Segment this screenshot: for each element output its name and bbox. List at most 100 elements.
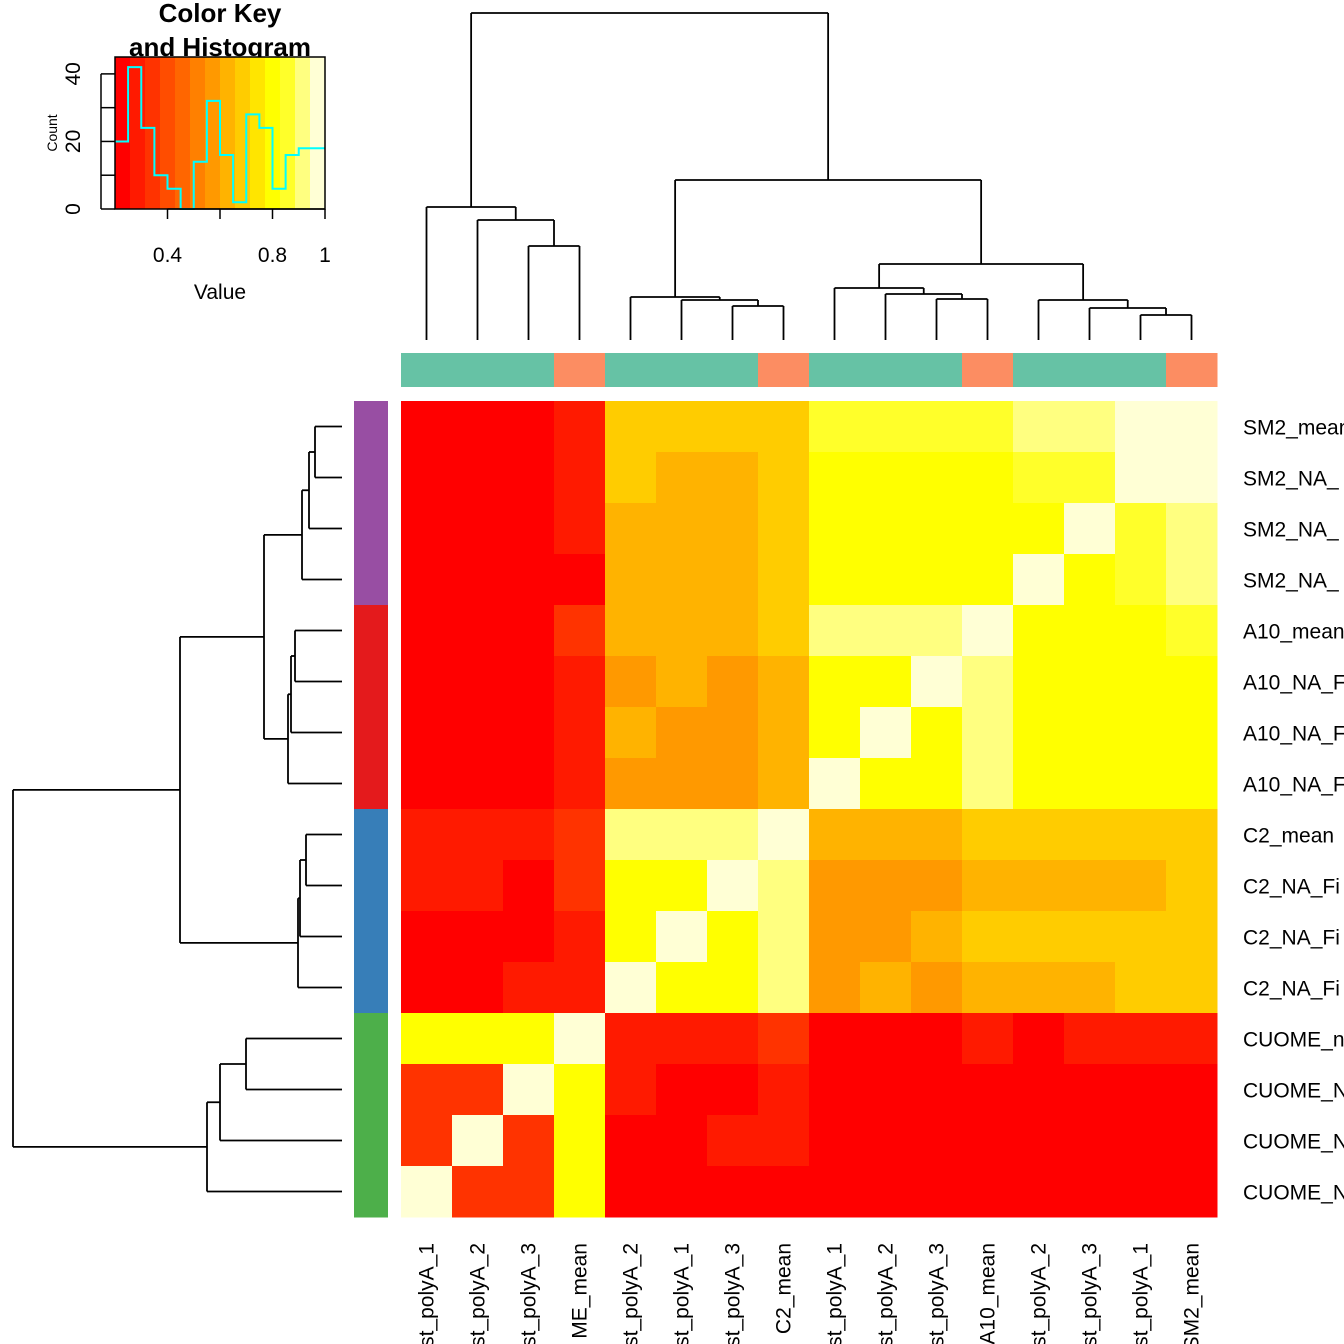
heatmap-cell [860,554,912,606]
row-label: C2_mean [1243,825,1334,848]
color-key: Color Key and Histogram 0.4 0.8 1 Value … [44,0,331,304]
heatmap-cell [1013,503,1065,555]
heatmap-cell [605,911,657,963]
heatmap-cell [962,656,1014,708]
heatmap-cell [962,707,1014,759]
heatmap-cell [503,962,555,1014]
color-key-swatch [235,57,251,209]
row-dendrogram [12,425,342,1193]
heatmap-cell [656,1013,708,1065]
color-key-swatch [220,57,236,209]
heatmap-cell [1115,554,1167,606]
heatmap-cell [707,1013,759,1065]
heatmap-cell [911,401,963,453]
heatmap-cell [1115,1064,1167,1116]
heatmap-cell [707,1166,759,1218]
row-side-color [354,911,388,963]
heatmap-cell [605,1064,657,1116]
heatmap-cell [452,758,504,810]
heatmap-cell [758,1013,810,1065]
heatmap-cell [452,1013,504,1065]
heatmap-cell [656,452,708,504]
column-label: st_polyA_1 [416,1243,439,1344]
heatmap-cell [809,401,861,453]
column-label: ME_mean [569,1243,592,1339]
heatmap-cell [452,452,504,504]
heatmap-cell [962,809,1014,861]
heatmap-cell [758,860,810,912]
column-side-color [452,353,504,387]
column-label: st_polyA_3 [518,1243,541,1344]
heatmap-cell [1166,605,1218,657]
heatmap-cell [1064,860,1116,912]
heatmap-cell [554,707,606,759]
heatmap-cell [707,401,759,453]
heatmap-cell [962,860,1014,912]
column-side-color [605,353,657,387]
heatmap-cell [758,656,810,708]
heatmap-cell [554,401,606,453]
row-label: SM2_NA_ [1243,468,1339,491]
heatmap-cell [503,860,555,912]
heatmap-cell [1166,911,1218,963]
heatmap-cell [605,1013,657,1065]
heatmap-cell [707,962,759,1014]
heatmap-cell [1166,554,1218,606]
column-side-color [1166,353,1218,387]
heatmap-cell [554,1166,606,1218]
heatmap-cell [401,758,453,810]
heatmap-cell [860,1166,912,1218]
column-label: st_polyA_2 [467,1243,490,1344]
heatmap-cell [758,1166,810,1218]
heatmap-cell [503,809,555,861]
heatmap-cell [707,758,759,810]
heatmap-cell [809,809,861,861]
heatmap-cell [1166,503,1218,555]
heatmap-cells [401,401,1218,1218]
heatmap-cell [758,401,810,453]
color-key-swatch [280,57,296,209]
heatmap-cell [605,1166,657,1218]
color-key-y-tick-label: 40 [62,62,85,85]
column-side-color-bar [401,353,1218,387]
row-side-color-bar [354,401,388,1218]
heatmap-cell [503,1064,555,1116]
heatmap-cell [809,911,861,963]
column-label: st_polyA_2 [620,1243,643,1344]
heatmap-cell [860,707,912,759]
heatmap-cell [962,452,1014,504]
heatmap-cell [809,554,861,606]
row-label: C2_NA_Fi [1243,876,1340,899]
heatmap-cell [1115,911,1167,963]
column-label: st_polyA_3 [1079,1243,1102,1344]
column-labels: st_polyA_1 st_polyA_2 st_polyA_3 ME_mean st_… [416,1243,1204,1344]
heatmap-cell [1115,401,1167,453]
heatmap-cell [554,605,606,657]
heatmap-cell [809,860,861,912]
heatmap-cell [758,1064,810,1116]
heatmap-cell [656,1064,708,1116]
heatmap-cell [758,452,810,504]
heatmap-cell [656,962,708,1014]
heatmap-cell [656,758,708,810]
heatmap-cell [962,401,1014,453]
heatmap-cell [962,1013,1014,1065]
row-label: SM2_NA_ [1243,570,1339,593]
heatmap-cell [452,860,504,912]
heatmap-cell [554,1013,606,1065]
heatmap-cell [401,605,453,657]
row-label: CUOME_N [1243,1182,1344,1205]
heatmap-cell [401,401,453,453]
heatmap-cell [1013,1064,1065,1116]
heatmap-cell [401,1166,453,1218]
heatmap-cell [605,554,657,606]
heatmap-cell [1115,962,1167,1014]
heatmap-cell [1013,860,1065,912]
heatmap-cell [911,1115,963,1167]
heatmap-cell [401,962,453,1014]
heatmap-cell [911,1064,963,1116]
color-key-swatch [145,57,161,209]
heatmap-cell [707,503,759,555]
column-side-color [809,353,861,387]
heatmap-cell [1013,401,1065,453]
